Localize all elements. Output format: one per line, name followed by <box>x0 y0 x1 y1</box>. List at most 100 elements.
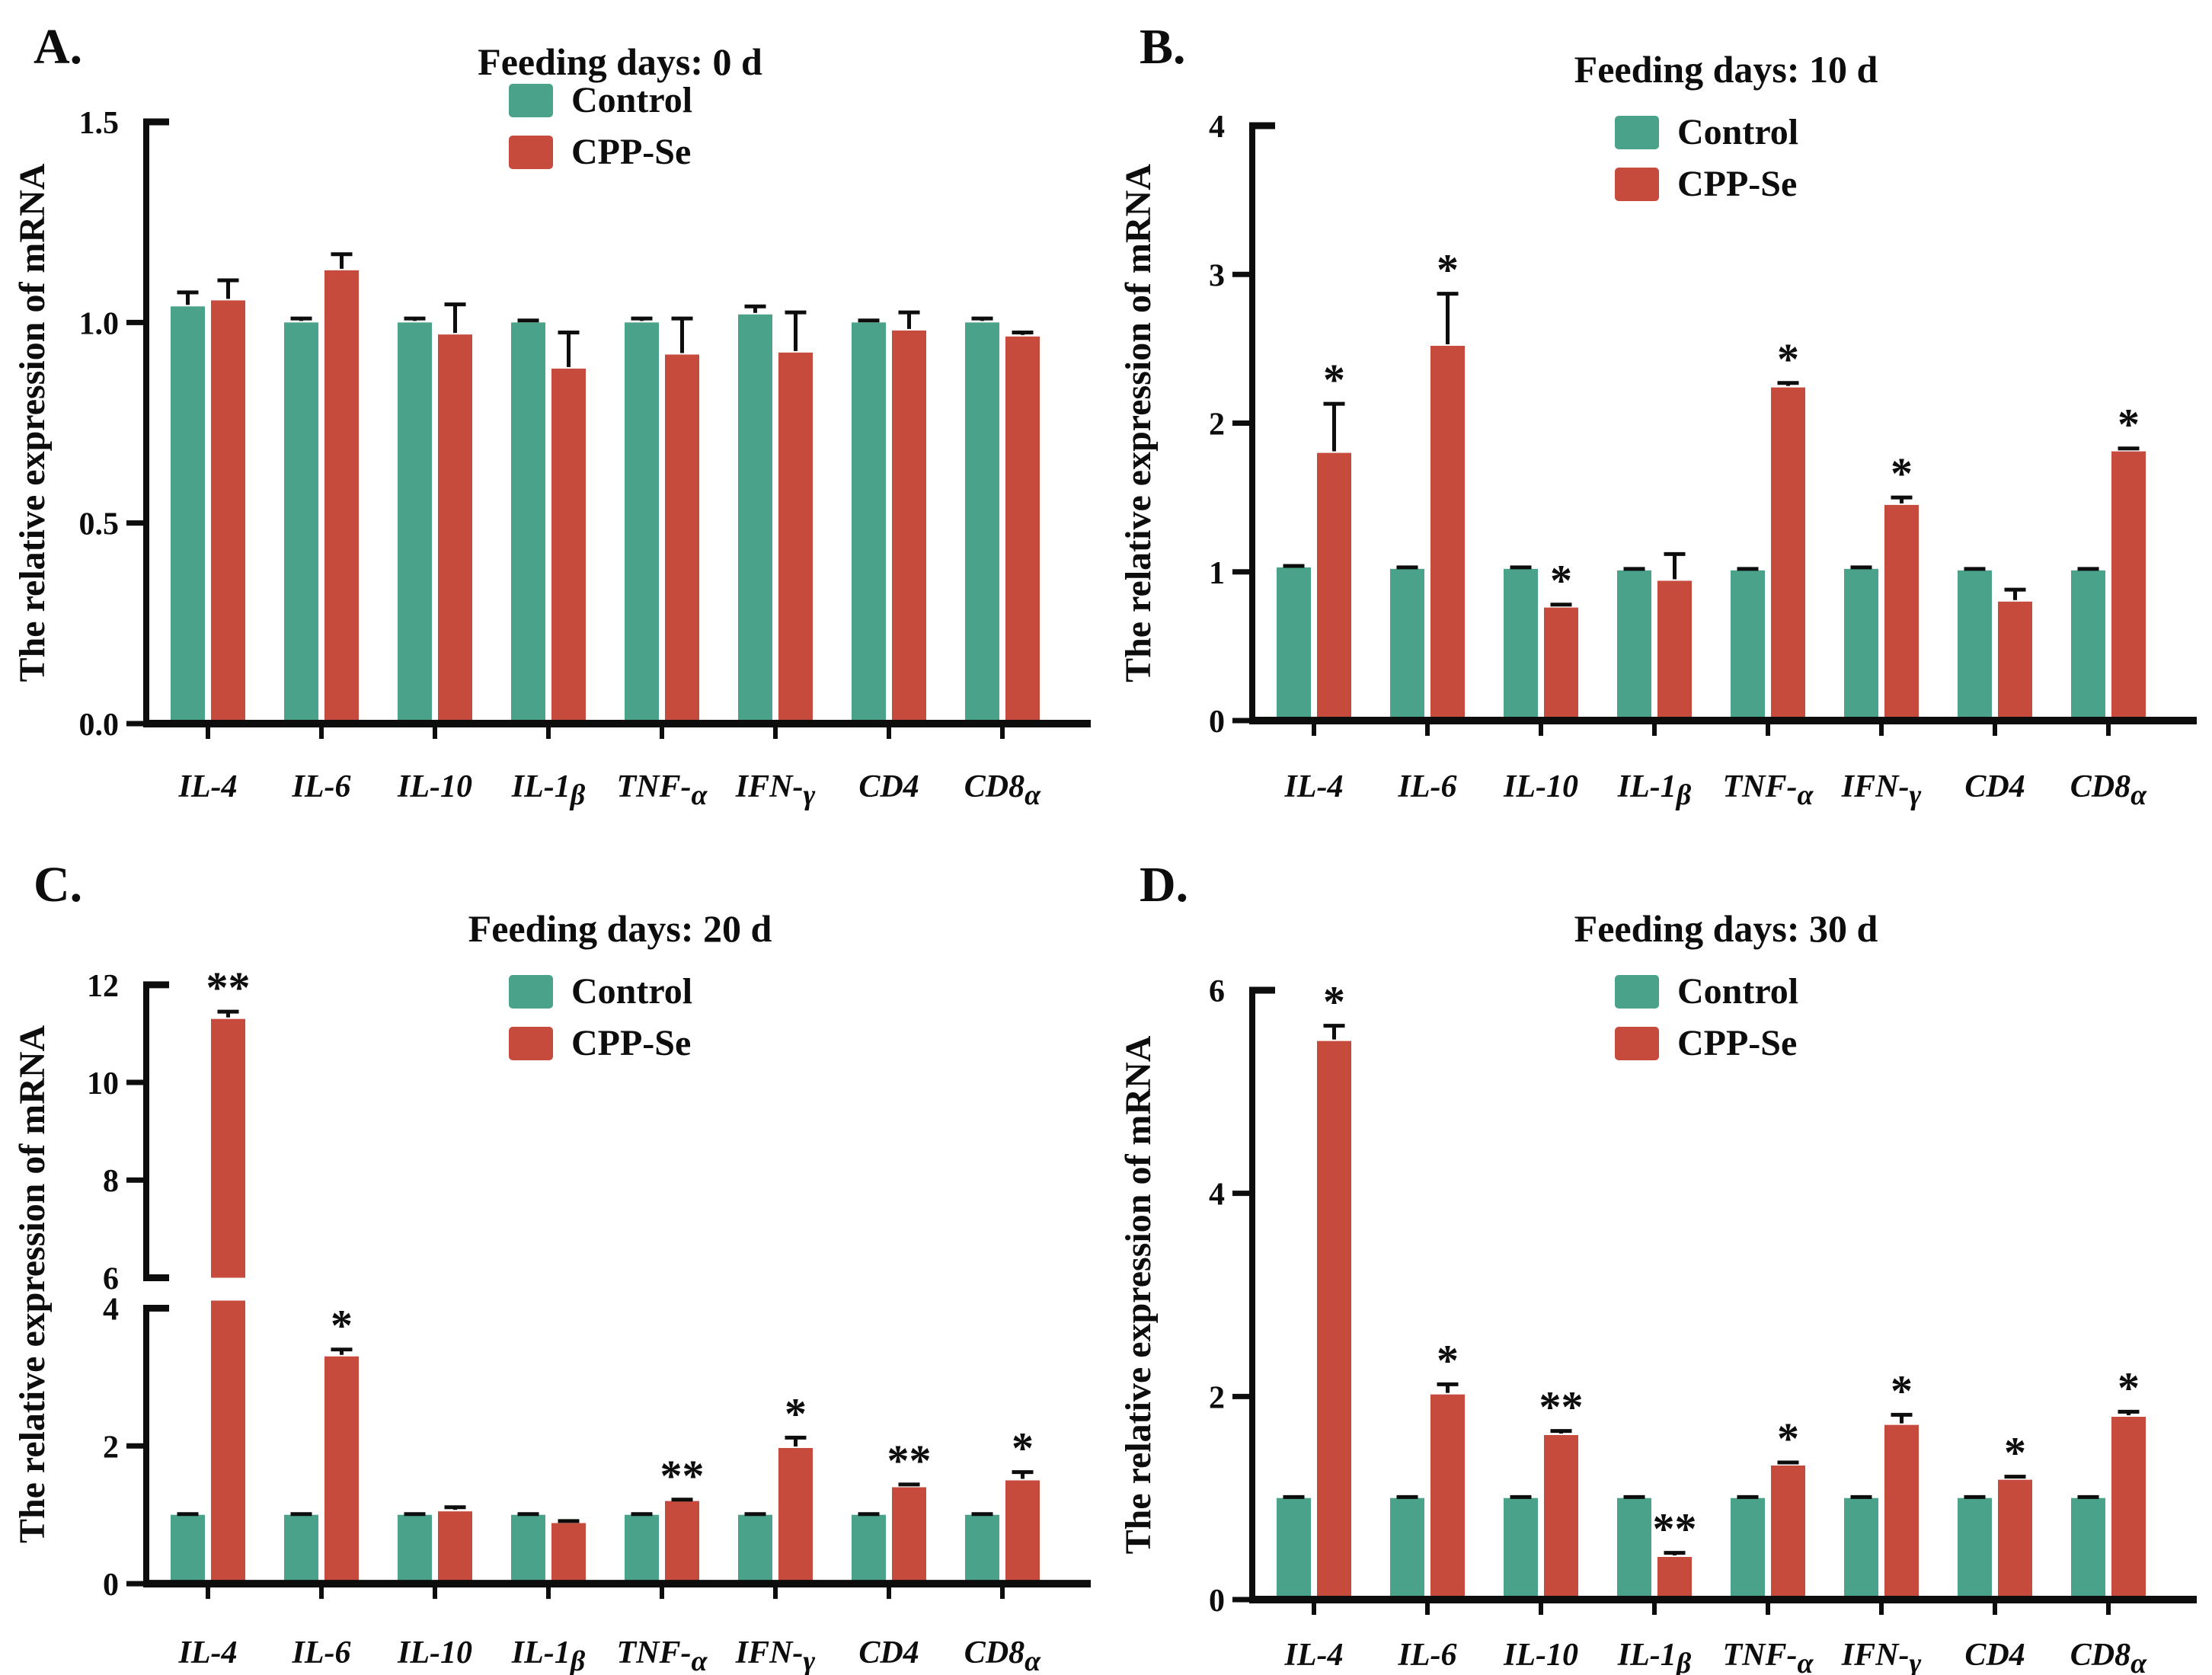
significance-star: * <box>2004 1428 2026 1478</box>
significance-star: * <box>1323 355 1345 404</box>
x-axis-label: IFN-γ <box>1841 769 1922 811</box>
bar-control <box>1958 1498 1992 1600</box>
bar-cpp-se <box>1657 1557 1692 1600</box>
x-axis-label: IL-4 <box>178 769 238 804</box>
bar-cpp-se <box>2111 1417 2146 1600</box>
y-tick-label: 0 <box>1209 705 1225 740</box>
bar-cpp-se <box>665 354 699 724</box>
significance-star: ** <box>206 963 251 1012</box>
legend-swatch-control <box>509 975 553 1009</box>
bar-control <box>625 322 659 724</box>
bar-control <box>1731 570 1765 721</box>
bar-control <box>1844 1498 1878 1600</box>
bar-cpp-se <box>1430 345 1465 721</box>
chart-title: Feeding days: 0 d <box>478 40 762 83</box>
significance-star: * <box>1550 556 1572 606</box>
bar-cpp-se <box>1544 607 1578 721</box>
bar-control <box>1731 1498 1765 1600</box>
x-axis-label: IFN-γ <box>735 1635 816 1675</box>
x-axis-label: IL-6 <box>1398 769 1457 804</box>
significance-star: * <box>1891 1366 1913 1415</box>
legend-item-control: Control <box>1615 114 1798 151</box>
x-axis-label: CD4 <box>858 1635 919 1670</box>
bar-control <box>1617 570 1651 721</box>
bar-control <box>398 1514 432 1584</box>
x-axis-label: IL-1β <box>1617 769 1692 811</box>
bar-chart-feeding-10d: * IL-4 * IL-6 * IL-10 IL-1β * TNF-α * IFN-γ CD4 * CD8… <box>1118 110 2197 811</box>
bar-control <box>852 322 886 724</box>
bar-control <box>1390 568 1424 721</box>
panel-letter: B. <box>1140 19 1186 75</box>
bar-cpp-se <box>778 1447 813 1584</box>
legend-label-control: Control <box>1677 971 1799 1012</box>
y-tick-label: 6 <box>103 1261 119 1296</box>
y-tick-label: 4 <box>1209 1178 1225 1213</box>
bar-cpp-se <box>665 1501 699 1584</box>
legend-label-cppse: CPP-Se <box>1677 164 1798 204</box>
bar-cpp-se <box>324 1356 359 1584</box>
y-tick-label: 0.5 <box>79 507 120 542</box>
bar-control <box>852 1514 886 1584</box>
bar-cpp-se <box>1998 601 2032 721</box>
bar-cpp-se <box>1005 336 1040 724</box>
x-axis-label: IFN-γ <box>735 769 816 811</box>
legend-swatch-cppse <box>509 136 553 169</box>
chart-title: Feeding days: 10 d <box>1574 48 1878 91</box>
bar-chart-feeding-20d: ** IL-4 * IL-6 IL-10 IL-1β ** TNF-α * IFN-γ ** CD4 *… <box>12 963 1091 1675</box>
bar-cpp-se <box>1317 1040 1351 1600</box>
x-axis-label: IL-1β <box>511 769 586 811</box>
bar-control <box>398 322 432 724</box>
y-tick-label: 10 <box>87 1066 119 1101</box>
y-tick-label: 2 <box>1209 1380 1225 1415</box>
y-tick-label: 4 <box>1209 110 1225 145</box>
bar-control <box>511 1514 545 1584</box>
legend-item-cppse: CPP-Se <box>509 134 692 171</box>
panel-c: ** IL-4 * IL-6 IL-10 IL-1β ** TNF-α * IFN-γ ** CD4 *… <box>0 838 1106 1675</box>
y-tick-label: 0 <box>1209 1584 1225 1619</box>
bar-cpp-se <box>1998 1479 2032 1600</box>
significance-star: ** <box>1539 1383 1584 1432</box>
significance-star: * <box>1437 1335 1459 1385</box>
x-axis-label: IL-10 <box>1503 1638 1578 1673</box>
bar-control <box>511 322 545 724</box>
bar-control <box>965 322 999 724</box>
legend-swatch-control <box>1615 116 1659 149</box>
bar-cpp-se <box>892 1487 926 1584</box>
bar-control <box>171 306 205 724</box>
x-axis-label: CD4 <box>858 769 919 804</box>
panel-a: IL-4 IL-6 IL-10 IL-1β TNF-α IFN-γ CD4 CD8α 0.0 0.… <box>0 0 1106 838</box>
significance-star: * <box>785 1389 807 1438</box>
y-axis-title: The relative expression of mRNA <box>1118 164 1159 682</box>
bar-control <box>965 1514 999 1584</box>
legend-label-cppse: CPP-Se <box>571 132 692 172</box>
legend-item-control: Control <box>1615 973 1798 1010</box>
x-axis-label: IFN-γ <box>1841 1638 1922 1675</box>
legend-label-control: Control <box>1677 112 1799 152</box>
bar-control <box>1958 570 1992 721</box>
bar-cpp-se <box>438 1511 472 1584</box>
significance-star: * <box>1012 1424 1034 1473</box>
x-axis-label: TNF-α <box>617 1635 708 1675</box>
legend: Control CPP-Se <box>509 973 692 1077</box>
bar-cpp-se <box>1771 387 1805 721</box>
legend-item-cppse: CPP-Se <box>509 1025 692 1062</box>
x-axis-label: IL-6 <box>292 769 351 804</box>
y-tick-label: 0.0 <box>79 708 120 743</box>
y-tick-label: 2 <box>103 1430 119 1465</box>
legend-swatch-cppse <box>1615 168 1659 201</box>
x-axis-label: IL-6 <box>292 1635 351 1670</box>
significance-star: * <box>1777 334 1799 384</box>
significance-star: * <box>1323 977 1345 1027</box>
bar-control <box>2071 1498 2105 1600</box>
x-axis-label: CD4 <box>1964 1638 2025 1673</box>
x-axis-label: TNF-α <box>616 769 708 811</box>
significance-star: * <box>331 1301 353 1351</box>
x-axis-label: IL-10 <box>1503 769 1578 804</box>
significance-star: * <box>1777 1414 1799 1463</box>
bar-cpp-se <box>1005 1480 1040 1584</box>
x-axis-label: IL-1β <box>1617 1638 1692 1675</box>
bar-cpp-se <box>1317 452 1351 721</box>
y-tick-label: 0 <box>103 1568 119 1603</box>
bar-control <box>171 1514 205 1584</box>
